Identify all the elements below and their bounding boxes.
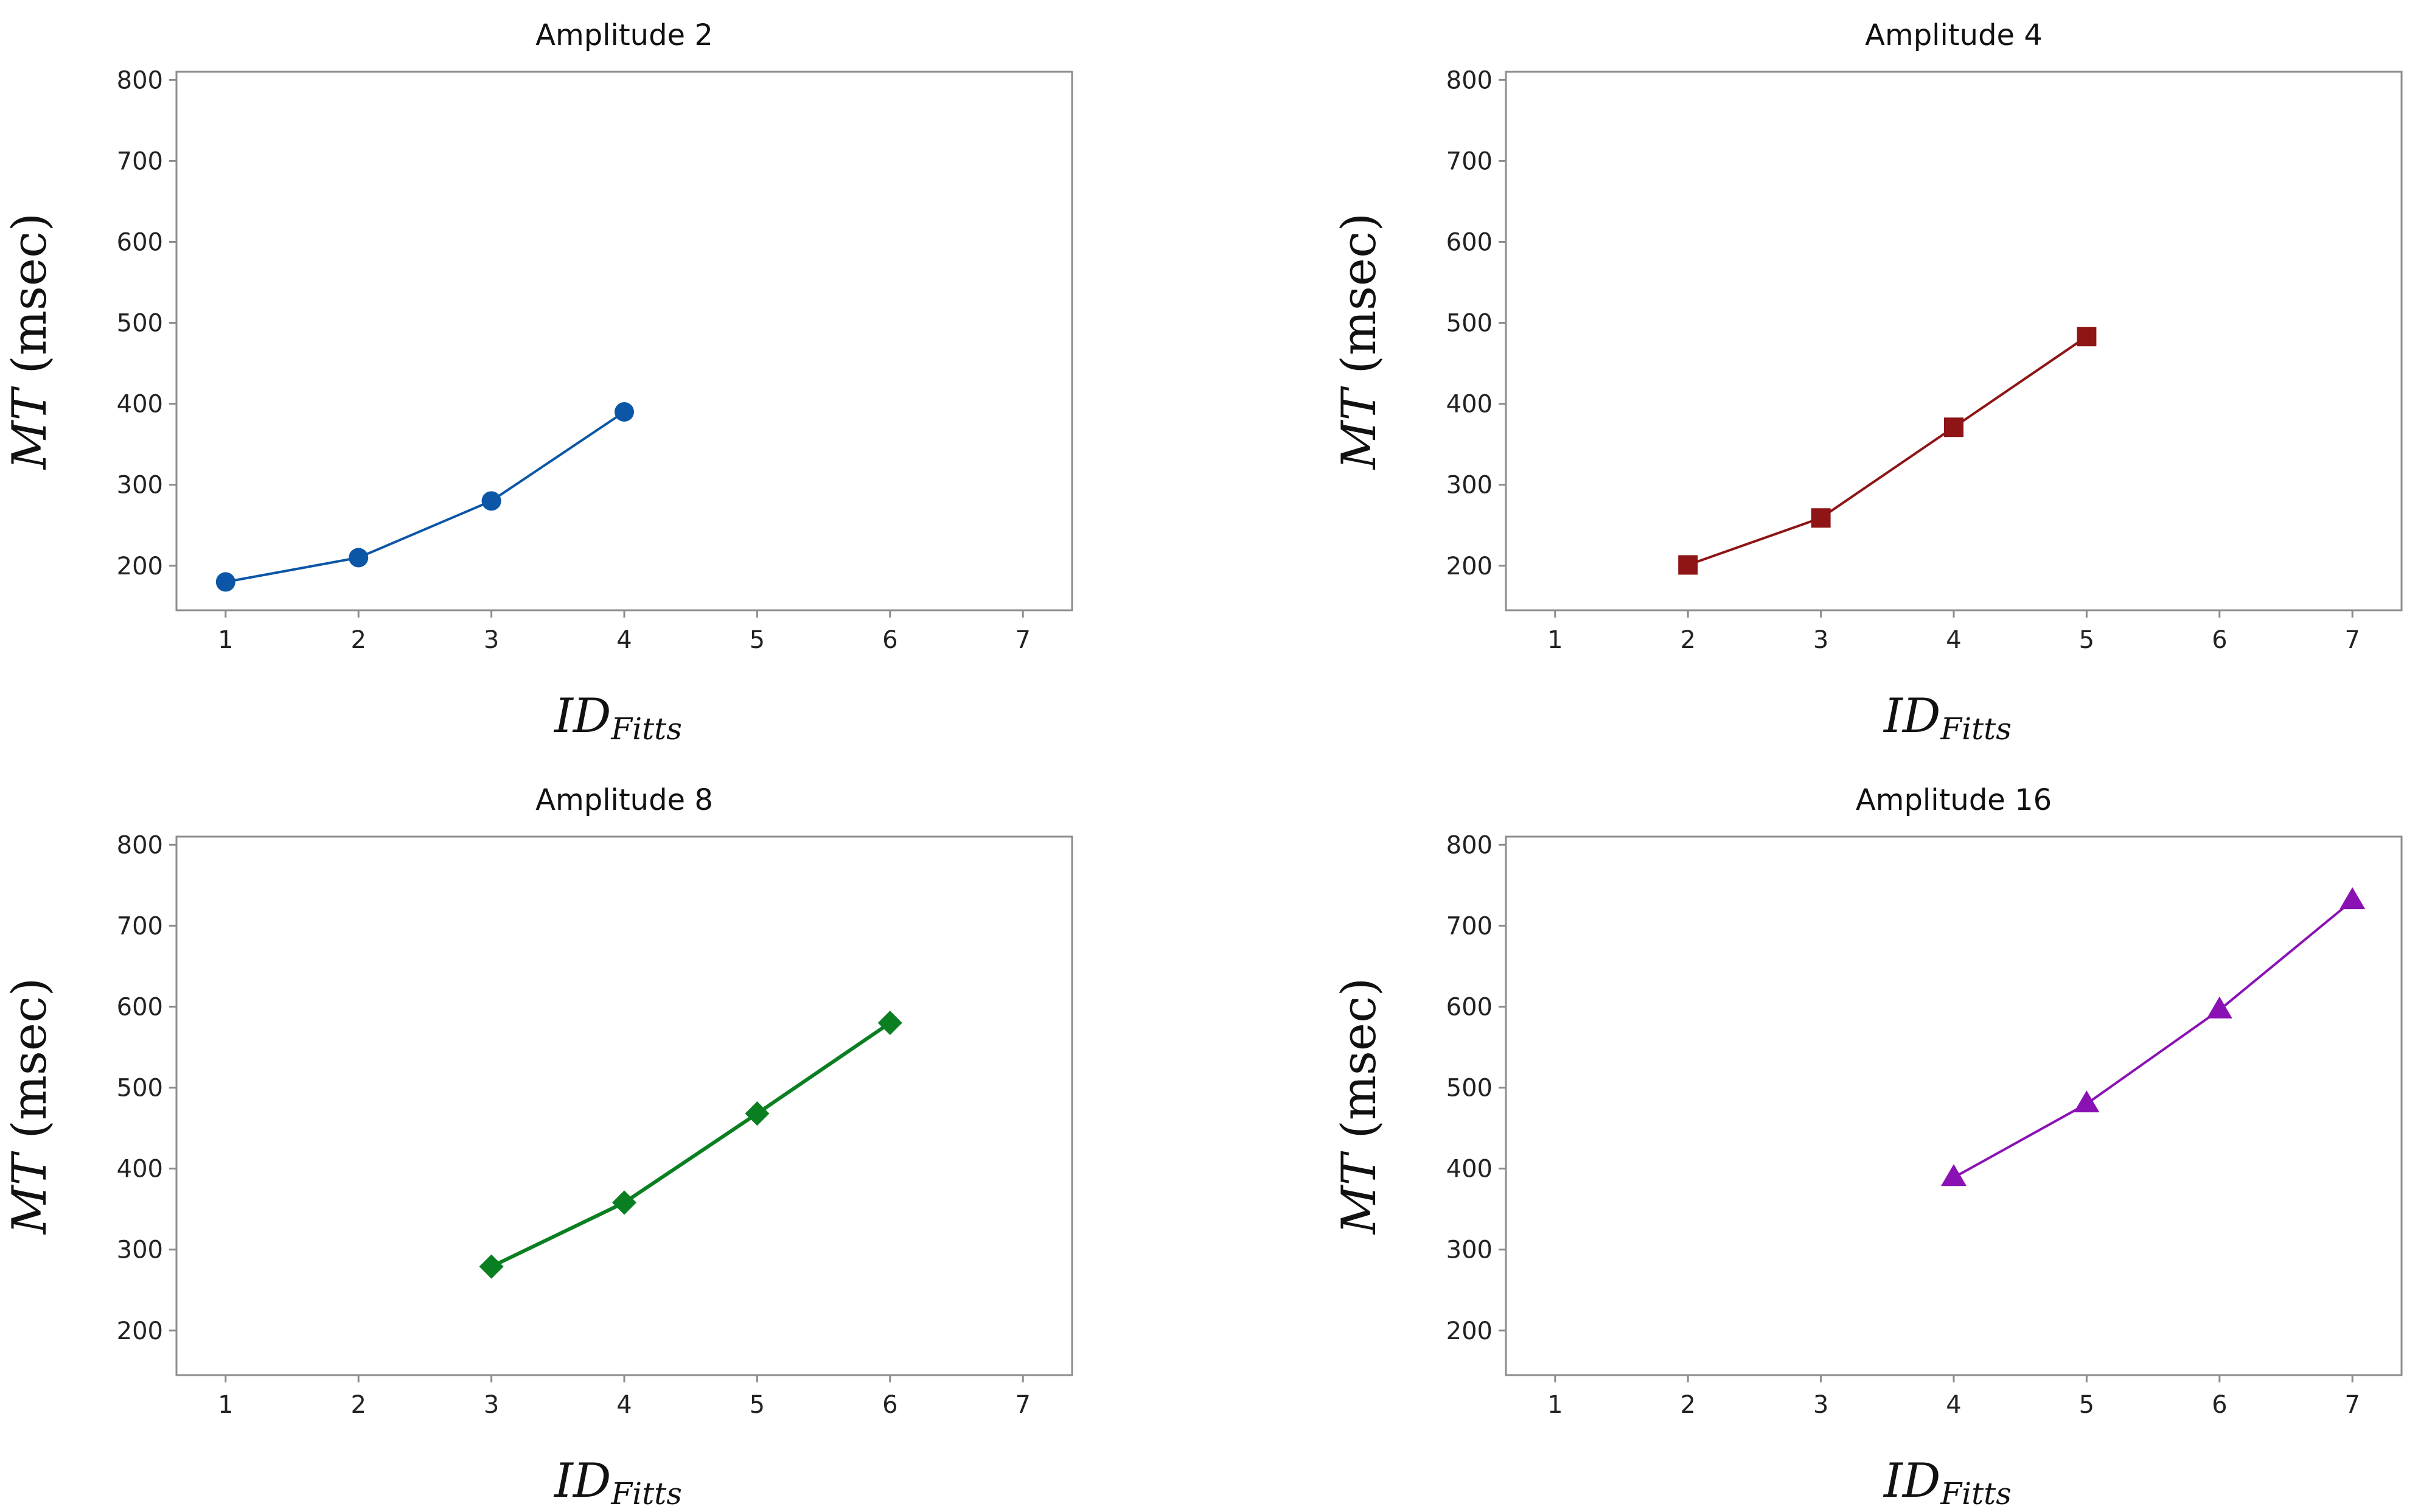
- plot-frame: [1505, 71, 2403, 611]
- y-tick-label: 700: [1446, 147, 1493, 175]
- data-point-square-2: [1811, 508, 1831, 528]
- data-point-diamond-2: [612, 1190, 636, 1215]
- x-tick-label: 2: [350, 626, 366, 654]
- y-tick-label: 300: [1446, 1236, 1493, 1264]
- x-tick-label: 1: [218, 1391, 233, 1419]
- chart-title: Amplitude 16: [1856, 783, 2052, 817]
- y-tick-label: 600: [117, 228, 163, 256]
- x-tick-label: 7: [2344, 1391, 2360, 1419]
- y-tick-label: 400: [117, 391, 163, 419]
- series-line: [1953, 899, 2354, 1179]
- y-axis-label: MT (msec): [1332, 978, 1387, 1235]
- x-tick-label: 5: [2079, 626, 2094, 654]
- x-tick-label: 1: [1547, 1391, 1563, 1419]
- chart-amplitude-panel-4: Amplitude 16 200 300 400 500 600 700 800 1 2 3 4 5 6 7…: [1332, 783, 2403, 1511]
- chart-amplitude-panel-2: Amplitude 4 200 300 400 500 600 700 800 1 2 3 4 5 6 7 I…: [1332, 18, 2403, 747]
- y-axis-label: MT (msec): [2, 978, 57, 1235]
- x-tick-label: 7: [1015, 1391, 1030, 1419]
- data-point-triangle-3: [2206, 996, 2232, 1019]
- y-tick-label: 800: [1446, 831, 1493, 859]
- y-tick-label: 300: [1446, 472, 1493, 500]
- x-tick-label: 4: [1946, 626, 1961, 654]
- y-tick-label: 500: [1446, 1075, 1493, 1103]
- x-tick-label: 2: [1680, 626, 1695, 654]
- chart-amplitude-panel-1: Amplitude 2 200 300 400 500 600 700 800 1 2 3 4 5 6 7 I…: [2, 18, 1073, 747]
- y-tick-label: 200: [1446, 1317, 1493, 1345]
- x-tick-label: 4: [1946, 1391, 1961, 1419]
- y-tick-label: 700: [1446, 912, 1493, 940]
- x-axis-label: IDFitts: [1883, 689, 2012, 747]
- plot-frame: [175, 71, 1073, 611]
- x-tick-label: 6: [2212, 1391, 2227, 1419]
- x-tick-label: 3: [1813, 1391, 1828, 1419]
- y-tick-label: 300: [117, 472, 163, 500]
- y-tick-label: 400: [1446, 391, 1493, 419]
- y-tick-label: 400: [117, 1155, 163, 1183]
- plot-frame: [175, 835, 1073, 1376]
- series-line: [1687, 335, 2088, 566]
- data-point-square-3: [1944, 417, 1963, 437]
- x-tick-label: 3: [1813, 626, 1828, 654]
- y-tick-label: 600: [1446, 228, 1493, 256]
- y-axis-label: MT (msec): [2, 213, 57, 470]
- x-tick-label: 5: [2079, 1391, 2094, 1419]
- y-tick-label: 600: [117, 993, 163, 1021]
- y-tick-label: 200: [117, 552, 163, 580]
- x-axis-label: IDFitts: [553, 689, 682, 747]
- chart-title: Amplitude 2: [535, 18, 713, 52]
- data-point-circle-4: [615, 402, 634, 422]
- x-tick-label: 2: [350, 1391, 366, 1419]
- data-point-square-4: [2077, 327, 2097, 347]
- data-point-circle-2: [349, 548, 369, 568]
- y-axis-label: MT (msec): [1332, 213, 1387, 470]
- x-tick-label: 1: [218, 626, 233, 654]
- x-tick-label: 2: [1680, 1391, 1695, 1419]
- y-tick-label: 700: [117, 147, 163, 175]
- x-tick-label: 6: [2212, 626, 2227, 654]
- x-tick-label: 7: [2344, 626, 2360, 654]
- x-tick-label: 4: [616, 626, 632, 654]
- data-point-triangle-2: [2074, 1090, 2100, 1113]
- x-tick-label: 1: [1547, 626, 1563, 654]
- y-tick-label: 200: [1446, 552, 1493, 580]
- chart-title: Amplitude 4: [1865, 18, 2043, 52]
- y-tick-label: 400: [1446, 1155, 1493, 1183]
- y-tick-label: 500: [117, 310, 163, 338]
- x-tick-label: 5: [750, 626, 765, 654]
- y-tick-label: 200: [117, 1317, 163, 1345]
- x-tick-label: 3: [484, 1391, 499, 1419]
- y-tick-label: 500: [1446, 310, 1493, 338]
- x-tick-label: 5: [750, 1391, 765, 1419]
- chart-amplitude-panel-3: Amplitude 8 200 300 400 500 600 700 800 1 2 3 4 5 6 7 I…: [2, 783, 1073, 1511]
- y-tick-label: 800: [117, 831, 163, 859]
- x-tick-label: 7: [1015, 626, 1030, 654]
- data-point-diamond-4: [877, 1011, 902, 1036]
- data-point-triangle-4: [2340, 887, 2366, 910]
- data-point-square-1: [1678, 555, 1698, 575]
- y-tick-label: 600: [1446, 993, 1493, 1021]
- x-tick-label: 6: [882, 1391, 897, 1419]
- data-point-triangle-1: [1941, 1164, 1967, 1186]
- x-tick-label: 4: [616, 1391, 632, 1419]
- y-tick-label: 800: [117, 66, 163, 94]
- x-tick-label: 3: [484, 626, 499, 654]
- x-axis-label: IDFitts: [553, 1454, 682, 1511]
- y-tick-label: 800: [1446, 66, 1493, 94]
- series-line: [225, 411, 625, 584]
- x-tick-label: 6: [882, 626, 897, 654]
- y-tick-label: 500: [117, 1075, 163, 1103]
- data-point-circle-3: [481, 491, 501, 511]
- y-tick-label: 700: [117, 912, 163, 940]
- x-axis-label: IDFitts: [1883, 1454, 2012, 1511]
- plot-frame: [1505, 835, 2403, 1376]
- data-point-diamond-3: [745, 1101, 770, 1126]
- data-point-diamond-1: [479, 1254, 504, 1279]
- data-point-circle-1: [215, 572, 235, 592]
- chart-title: Amplitude 8: [535, 783, 713, 817]
- series-line: [490, 1021, 891, 1269]
- y-tick-label: 300: [117, 1236, 163, 1264]
